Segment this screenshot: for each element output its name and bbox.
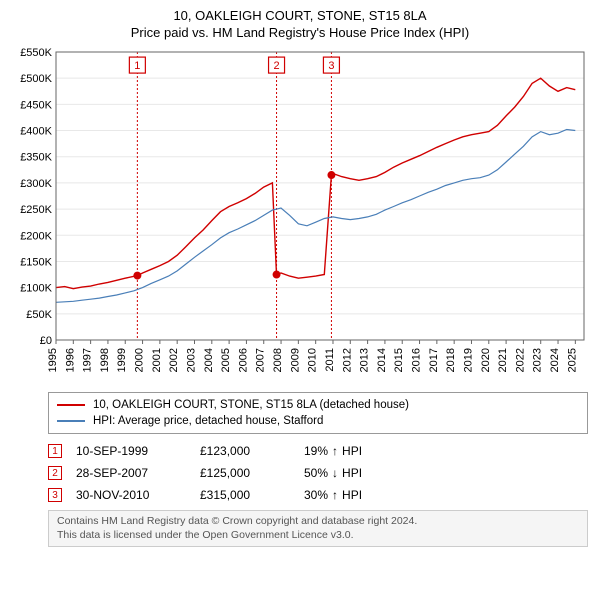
legend-label: 10, OAKLEIGH COURT, STONE, ST15 8LA (det… xyxy=(93,399,409,411)
sale-pct-value: 50% xyxy=(304,466,328,480)
svg-text:2014: 2014 xyxy=(376,348,388,372)
sale-row: 1 10-SEP-1999 £123,000 19% ↑ HPI xyxy=(48,440,588,462)
sale-suffix: HPI xyxy=(342,444,362,458)
legend: 10, OAKLEIGH COURT, STONE, ST15 8LA (det… xyxy=(48,392,588,434)
svg-text:£150K: £150K xyxy=(20,256,52,268)
sale-pct: 19% ↑ HPI xyxy=(304,444,384,458)
legend-label: HPI: Average price, detached house, Staf… xyxy=(93,415,323,427)
sale-marker-box: 1 xyxy=(48,444,62,458)
svg-text:2003: 2003 xyxy=(185,348,197,372)
svg-text:£450K: £450K xyxy=(20,99,52,111)
sale-marker-box: 3 xyxy=(48,488,62,502)
svg-text:£250K: £250K xyxy=(20,204,52,216)
svg-text:2008: 2008 xyxy=(272,348,284,372)
svg-text:1997: 1997 xyxy=(82,348,94,372)
svg-text:1996: 1996 xyxy=(64,348,76,372)
sales-table: 1 10-SEP-1999 £123,000 19% ↑ HPI 2 28-SEP-2007 £… xyxy=(48,440,588,506)
chart-subtitle: Price paid vs. HM Land Registry's House … xyxy=(10,25,590,40)
svg-text:2022: 2022 xyxy=(514,348,526,372)
svg-text:1999: 1999 xyxy=(116,348,128,372)
svg-text:2024: 2024 xyxy=(549,348,561,372)
sale-date: 28-SEP-2007 xyxy=(76,466,186,480)
svg-text:2019: 2019 xyxy=(462,348,474,372)
svg-text:2025: 2025 xyxy=(566,348,578,372)
legend-item: 10, OAKLEIGH COURT, STONE, ST15 8LA (det… xyxy=(57,397,579,413)
sale-row: 2 28-SEP-2007 £125,000 50% ↓ HPI xyxy=(48,462,588,484)
svg-text:2013: 2013 xyxy=(359,348,371,372)
svg-text:2010: 2010 xyxy=(307,348,319,372)
sale-suffix: HPI xyxy=(342,466,362,480)
svg-text:£200K: £200K xyxy=(20,230,52,242)
svg-text:£0: £0 xyxy=(40,335,52,347)
svg-text:2007: 2007 xyxy=(255,348,267,372)
sale-price: £125,000 xyxy=(200,466,290,480)
arrow-icon: ↑ xyxy=(332,488,338,502)
sale-date: 10-SEP-1999 xyxy=(76,444,186,458)
sale-suffix: HPI xyxy=(342,488,362,502)
svg-text:£100K: £100K xyxy=(20,283,52,295)
svg-text:1995: 1995 xyxy=(47,348,59,372)
arrow-icon: ↓ xyxy=(332,466,338,480)
svg-text:2006: 2006 xyxy=(237,348,249,372)
svg-text:2021: 2021 xyxy=(497,348,509,372)
sale-pct-value: 19% xyxy=(304,444,328,458)
sale-row: 3 30-NOV-2010 £315,000 30% ↑ HPI xyxy=(48,484,588,506)
svg-text:1998: 1998 xyxy=(99,348,111,372)
footer-attribution: Contains HM Land Registry data © Crown c… xyxy=(48,510,588,547)
svg-text:2: 2 xyxy=(273,60,279,72)
svg-text:£50K: £50K xyxy=(26,309,52,321)
legend-item: HPI: Average price, detached house, Staf… xyxy=(57,413,579,429)
svg-text:2011: 2011 xyxy=(324,348,336,372)
chart-area: £0 £50K £100K £150K £200K £250K £300K £350K £400… xyxy=(10,46,590,386)
footer-line1: Contains HM Land Registry data © Crown c… xyxy=(57,515,579,529)
sale-marker-box: 2 xyxy=(48,466,62,480)
sale-pct: 30% ↑ HPI xyxy=(304,488,384,502)
svg-text:£550K: £550K xyxy=(20,47,52,59)
svg-text:2016: 2016 xyxy=(411,348,423,372)
svg-text:2018: 2018 xyxy=(445,348,457,372)
sale-price: £123,000 xyxy=(200,444,290,458)
legend-swatch xyxy=(57,420,85,422)
chart-container: 10, OAKLEIGH COURT, STONE, ST15 8LA Pric… xyxy=(0,0,600,590)
svg-text:2009: 2009 xyxy=(289,348,301,372)
svg-text:2012: 2012 xyxy=(341,348,353,372)
svg-text:2015: 2015 xyxy=(393,348,405,372)
svg-text:£300K: £300K xyxy=(20,178,52,190)
svg-text:1: 1 xyxy=(134,60,140,72)
legend-swatch xyxy=(57,404,85,406)
svg-text:2001: 2001 xyxy=(151,348,163,372)
svg-text:£400K: £400K xyxy=(20,126,52,138)
svg-text:2005: 2005 xyxy=(220,348,232,372)
svg-text:3: 3 xyxy=(328,60,334,72)
svg-text:2023: 2023 xyxy=(532,348,544,372)
svg-text:2017: 2017 xyxy=(428,348,440,372)
svg-text:2004: 2004 xyxy=(203,348,215,372)
svg-text:2000: 2000 xyxy=(134,348,146,372)
line-chart: £0 £50K £100K £150K £200K £250K £300K £350K £400… xyxy=(10,46,590,386)
svg-text:£350K: £350K xyxy=(20,152,52,164)
sale-pct-value: 30% xyxy=(304,488,328,502)
sale-pct: 50% ↓ HPI xyxy=(304,466,384,480)
sale-price: £315,000 xyxy=(200,488,290,502)
footer-line2: This data is licensed under the Open Gov… xyxy=(57,529,579,543)
svg-text:2002: 2002 xyxy=(168,348,180,372)
chart-title: 10, OAKLEIGH COURT, STONE, ST15 8LA xyxy=(10,8,590,23)
arrow-icon: ↑ xyxy=(332,444,338,458)
sale-date: 30-NOV-2010 xyxy=(76,488,186,502)
svg-text:£500K: £500K xyxy=(20,73,52,85)
svg-text:2020: 2020 xyxy=(480,348,492,372)
